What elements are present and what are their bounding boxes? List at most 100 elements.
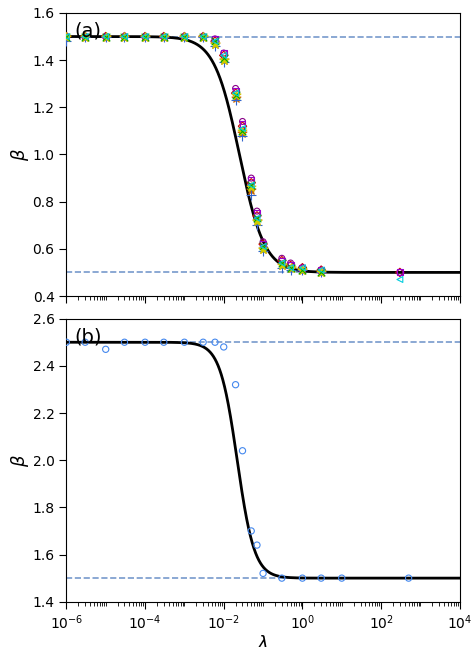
Point xyxy=(82,337,89,347)
Point xyxy=(121,31,128,41)
Point xyxy=(287,263,294,273)
Text: (a): (a) xyxy=(74,21,101,40)
Point xyxy=(63,31,70,41)
Point xyxy=(181,31,188,41)
Point xyxy=(211,36,219,47)
Point xyxy=(232,88,239,98)
Point xyxy=(102,31,109,41)
Point xyxy=(259,239,267,249)
Point xyxy=(220,55,228,65)
Point xyxy=(220,58,228,68)
Point xyxy=(63,31,70,41)
Point xyxy=(259,241,267,252)
Point xyxy=(299,263,306,273)
Point xyxy=(247,173,255,183)
Point xyxy=(247,182,255,193)
Point xyxy=(253,206,261,216)
Point xyxy=(287,263,294,273)
Point xyxy=(232,85,239,96)
Point xyxy=(200,31,207,41)
Point xyxy=(160,31,168,41)
Point xyxy=(160,31,168,41)
Point xyxy=(211,34,219,44)
Point xyxy=(278,253,286,263)
Point xyxy=(200,337,207,347)
Point xyxy=(200,31,207,41)
Point xyxy=(141,31,149,41)
Point xyxy=(287,263,294,273)
Point xyxy=(259,241,267,252)
Point xyxy=(63,36,70,47)
Point xyxy=(181,31,188,41)
Point xyxy=(220,52,228,63)
Point xyxy=(121,31,128,41)
Y-axis label: $\beta$: $\beta$ xyxy=(9,148,31,161)
Point xyxy=(247,184,255,195)
Point xyxy=(121,31,128,41)
Point xyxy=(102,31,109,41)
Point xyxy=(396,274,404,285)
Point xyxy=(247,178,255,188)
Point xyxy=(82,31,89,41)
Point xyxy=(239,121,246,131)
Point xyxy=(239,126,246,136)
Point xyxy=(299,263,306,273)
Point xyxy=(247,180,255,190)
Point xyxy=(63,31,70,41)
Point xyxy=(253,215,261,226)
Point xyxy=(247,526,255,536)
Point xyxy=(141,31,149,41)
Point xyxy=(239,126,246,136)
Point xyxy=(82,31,89,41)
Point xyxy=(102,344,109,355)
Point xyxy=(82,31,89,41)
Point xyxy=(181,31,188,41)
Point xyxy=(318,265,325,275)
Point xyxy=(259,244,267,254)
Point xyxy=(247,175,255,186)
Point xyxy=(160,31,168,41)
Point xyxy=(121,31,128,41)
Point xyxy=(299,265,306,275)
Point xyxy=(232,88,239,98)
Point xyxy=(239,124,246,134)
Point xyxy=(287,263,294,273)
Point xyxy=(211,41,219,51)
Point xyxy=(338,573,346,584)
Point xyxy=(141,31,149,41)
Point xyxy=(63,31,70,41)
Point xyxy=(396,267,404,278)
Point xyxy=(318,267,325,278)
Point xyxy=(160,31,168,41)
Point xyxy=(211,337,219,347)
Point xyxy=(102,31,109,41)
Point xyxy=(220,48,228,58)
Point xyxy=(259,246,267,256)
Point xyxy=(200,31,207,41)
Point xyxy=(200,31,207,41)
Point xyxy=(211,38,219,49)
Point xyxy=(181,31,188,41)
Point xyxy=(253,220,261,230)
Point xyxy=(232,95,239,105)
Point xyxy=(63,31,70,41)
Point xyxy=(299,265,306,275)
Point xyxy=(160,337,168,347)
X-axis label: $\lambda$: $\lambda$ xyxy=(257,635,269,647)
Point xyxy=(82,31,89,41)
Point xyxy=(160,31,168,41)
Point xyxy=(141,31,149,41)
Point xyxy=(259,568,267,578)
Point xyxy=(63,31,70,41)
Point xyxy=(259,244,267,254)
Point xyxy=(121,31,128,41)
Point xyxy=(253,215,261,226)
Point xyxy=(220,50,228,61)
Point xyxy=(278,260,286,270)
Point xyxy=(181,337,188,347)
Point xyxy=(102,31,109,41)
Point xyxy=(141,31,149,41)
Point xyxy=(82,31,89,41)
Point xyxy=(232,83,239,94)
Point xyxy=(63,337,70,347)
